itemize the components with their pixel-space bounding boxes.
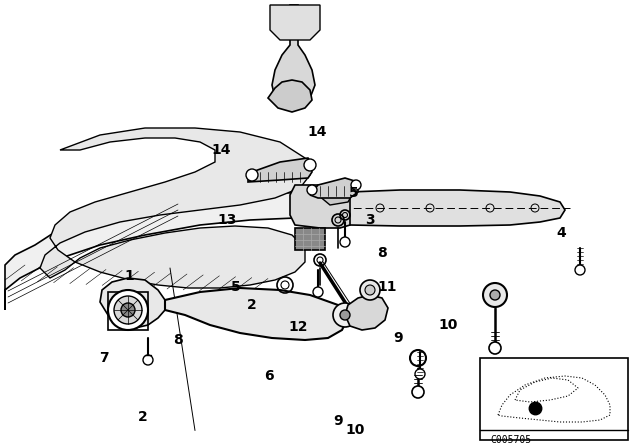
Text: 4: 4 [557,226,566,240]
Circle shape [304,159,316,171]
Polygon shape [290,185,350,228]
Text: C005705: C005705 [490,435,531,445]
Bar [108,292,148,330]
Polygon shape [318,190,565,226]
Circle shape [307,185,317,195]
Text: 14: 14 [211,143,230,157]
Text: 10: 10 [346,423,365,437]
Circle shape [483,283,507,307]
Circle shape [246,169,258,181]
Circle shape [333,303,357,327]
Bar [480,358,628,440]
Circle shape [360,280,380,300]
Polygon shape [272,5,315,105]
Circle shape [340,310,350,320]
Circle shape [313,287,323,297]
Polygon shape [165,288,348,340]
Text: 2: 2 [138,409,147,424]
Polygon shape [268,80,312,112]
Text: 14: 14 [307,125,326,139]
Text: 5: 5 [230,280,240,294]
Text: 3: 3 [365,212,374,227]
Polygon shape [310,178,358,198]
Circle shape [114,296,142,324]
Bar [295,228,325,250]
Text: 1: 1 [125,268,134,283]
Circle shape [121,303,135,317]
Polygon shape [100,278,165,328]
Text: 7: 7 [99,351,109,366]
Circle shape [143,355,153,365]
Text: 8: 8 [173,333,182,348]
Text: 6: 6 [264,369,274,383]
Polygon shape [318,188,352,205]
Text: 2: 2 [246,297,256,312]
Text: 10: 10 [438,318,458,332]
Circle shape [340,237,350,247]
Circle shape [490,290,500,300]
Circle shape [108,290,148,330]
Polygon shape [270,5,320,40]
Circle shape [351,180,361,190]
Polygon shape [40,128,310,288]
Polygon shape [248,158,312,182]
Text: 8: 8 [378,246,387,260]
Circle shape [415,369,425,379]
Circle shape [489,342,501,354]
Circle shape [412,386,424,398]
Circle shape [575,265,585,275]
Polygon shape [345,295,388,330]
Circle shape [286,89,298,101]
Text: 9: 9 [394,331,403,345]
Polygon shape [5,192,320,310]
Text: 5: 5 [349,185,358,200]
Text: 12: 12 [288,320,307,334]
Text: 13: 13 [218,212,237,227]
Text: 11: 11 [378,280,397,294]
Circle shape [365,285,375,295]
Text: 9: 9 [333,414,342,428]
